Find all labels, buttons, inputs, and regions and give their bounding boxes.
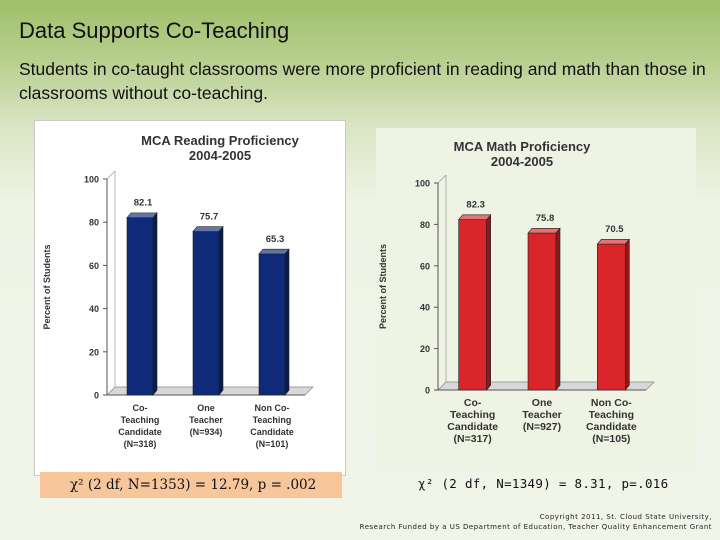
bar (192, 231, 220, 396)
bar-data-label: 75.7 (200, 211, 219, 222)
bar-data-label: 75.8 (536, 213, 555, 224)
bar (527, 232, 557, 391)
x-category-label: Non Co- (591, 397, 632, 409)
y-axis-label: Percent of Students (42, 244, 52, 329)
x-category-label: Candidate (118, 427, 162, 437)
x-category-label: Teacher (189, 415, 223, 425)
y-tick-label: 20 (420, 344, 430, 354)
x-category-label: (N=317) (454, 433, 492, 445)
y-axis-label: Percent of Students (378, 244, 388, 329)
y-tick-label: 80 (89, 218, 99, 228)
x-category-label: Teaching (121, 415, 160, 425)
bar-side (625, 238, 630, 391)
y-tick-label: 0 (94, 391, 99, 401)
x-category-label: Candidate (586, 421, 637, 433)
y-tick-label: 100 (415, 179, 430, 189)
y-tick-label: 60 (420, 261, 430, 271)
copyright-notice: Copyright 2011, St. Cloud State Universi… (360, 512, 712, 532)
bar-side (486, 214, 491, 391)
x-category-label: (N=318) (124, 439, 157, 449)
y-tick-label: 0 (425, 386, 430, 396)
x-category-label: (N=101) (256, 439, 289, 449)
x-category-label: One (532, 397, 553, 409)
x-category-label: Co- (464, 397, 482, 409)
bar (126, 217, 154, 396)
bar-data-label: 82.3 (466, 200, 485, 211)
copyright-line-1: Copyright 2011, St. Cloud State Universi… (539, 513, 712, 521)
y-tick-label: 40 (89, 304, 99, 314)
chart-wall-top-edge (106, 170, 116, 180)
bar-side (218, 225, 224, 396)
y-tick-label: 40 (420, 303, 430, 313)
chart-subtitle: 2004-2005 (491, 154, 553, 169)
y-tick-label: 100 (84, 175, 99, 185)
slide-subtitle: Students in co-taught classrooms were mo… (19, 59, 706, 103)
x-category-label: Co- (133, 403, 148, 413)
chart-title: MCA Math Proficiency (454, 139, 592, 154)
bar-top (126, 212, 158, 218)
reading-chi-square-caption: χ² (2 df, N=1353) = 12.79, p = .002 (40, 472, 342, 498)
bar-top (458, 214, 492, 220)
bar-top (596, 238, 630, 245)
bar (458, 219, 487, 391)
x-category-label: One (197, 403, 215, 413)
bar-data-label: 82.1 (134, 198, 153, 209)
bar (597, 243, 626, 391)
x-category-label: (N=927) (523, 421, 561, 433)
math-chart-panel: MCA Math Proficiency 2004-2005 Percent of … (376, 128, 696, 472)
x-category-label: Candidate (447, 421, 498, 433)
x-category-label: Teacher (522, 409, 562, 421)
slide-title: Data Supports Co-Teaching (19, 18, 290, 43)
copyright-line-2: Research Funded by a US Department of Ed… (359, 523, 712, 531)
bar-data-label: 65.3 (266, 234, 285, 245)
bar-side (555, 227, 561, 391)
chart-wall-top-edge (437, 174, 447, 184)
x-category-label: Teaching (253, 415, 292, 425)
reading-chart-panel: MCA Reading Proficiency 2004-2005 Percent … (34, 120, 346, 476)
x-category-label: Teaching (589, 409, 634, 421)
bar-top (258, 248, 290, 255)
y-tick-label: 20 (89, 347, 99, 357)
bar-top (527, 227, 561, 234)
chart-title: MCA Reading Proficiency (141, 133, 299, 148)
x-category-label: Non Co- (255, 403, 290, 413)
x-category-label: (N=105) (592, 433, 630, 445)
math-chi-square-caption: χ² (2 df, N=1349) = 8.31, p=.016 (418, 476, 669, 491)
x-category-label: Candidate (250, 427, 294, 437)
y-tick-label: 80 (420, 220, 430, 230)
bar-top (192, 226, 224, 232)
y-tick-label: 60 (89, 261, 99, 271)
bar-side (284, 248, 290, 396)
x-category-label: (N=934) (190, 427, 223, 437)
bar-side (152, 212, 158, 396)
x-category-label: Teaching (450, 409, 495, 421)
chart-subtitle: 2004-2005 (189, 148, 251, 163)
bar (258, 253, 286, 396)
bar-data-label: 70.5 (605, 224, 624, 235)
